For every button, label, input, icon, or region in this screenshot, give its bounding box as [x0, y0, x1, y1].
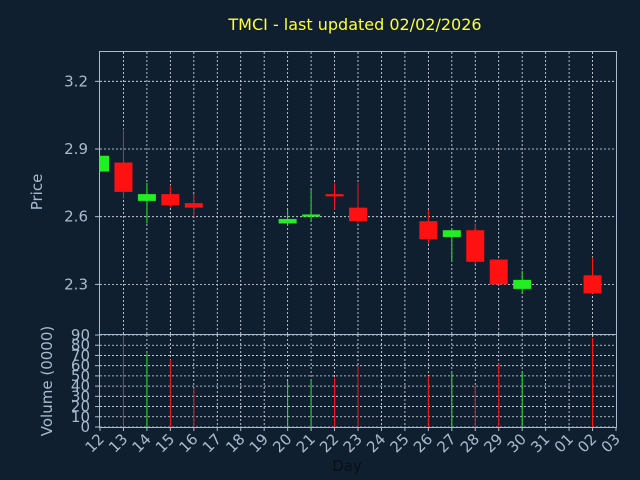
candle-body: [184, 203, 203, 208]
price-tick-label: 3.2: [64, 72, 88, 90]
candle: [99, 155, 109, 172]
volume-tick-label: 0: [80, 418, 90, 436]
candle-body: [466, 230, 485, 262]
candle: [419, 209, 438, 244]
volume-axis-label: Volume (0000): [38, 326, 56, 436]
day-tick-label: 22: [316, 430, 342, 456]
candle: [114, 128, 133, 199]
candle: [184, 194, 203, 217]
day-tick-label: 27: [433, 430, 459, 456]
candle-body: [161, 194, 180, 206]
candle-body: [442, 230, 461, 237]
day-tick-label: 26: [410, 430, 436, 456]
volume-tick-label: 90: [71, 326, 90, 344]
price-tick-label: 2.3: [64, 275, 88, 293]
day-tick-label: 25: [387, 430, 413, 456]
day-tick-label: 19: [246, 430, 272, 456]
candle-body: [349, 207, 367, 222]
volume-bars: [122, 335, 594, 427]
day-tick-label: 13: [105, 430, 131, 456]
candle: [278, 209, 297, 226]
candle: [489, 259, 508, 285]
candle-body: [583, 275, 602, 294]
price-axis-label: Price: [28, 174, 46, 211]
candle-body: [278, 218, 297, 224]
candle: [302, 189, 321, 222]
candle: [349, 182, 367, 224]
volume-tick-label: 50: [71, 367, 90, 385]
day-axis: 1213141516171819202122232425262728293031…: [82, 427, 624, 456]
candle: [513, 270, 532, 294]
candle-body: [114, 162, 133, 192]
day-axis-label: Day: [332, 457, 362, 475]
candle-body: [489, 259, 508, 285]
day-tick-label: 03: [598, 430, 624, 456]
candlesticks: [99, 128, 602, 294]
day-tick-label: 16: [175, 430, 201, 456]
volume-tick-label: 30: [71, 387, 90, 405]
day-tick-label: 01: [551, 430, 577, 456]
volume-tick-label: 40: [71, 377, 90, 395]
candle: [325, 182, 344, 210]
candle-body: [137, 194, 156, 201]
day-tick-label: 30: [504, 430, 530, 456]
candle-body: [325, 194, 344, 197]
candle-body: [513, 279, 532, 289]
candle-body: [419, 221, 438, 240]
price-tick-label: 2.9: [64, 140, 88, 158]
day-tick-label: 02: [574, 430, 600, 456]
candle: [442, 227, 461, 262]
day-tick-label: 15: [152, 430, 178, 456]
volume-tick-label: 10: [71, 408, 90, 426]
candle: [583, 257, 602, 294]
volume-tick-label: 70: [71, 346, 90, 364]
day-tick-label: 17: [199, 430, 225, 456]
candle-body: [100, 155, 109, 172]
price-axis: 2.3 2.6 2.9 3.2: [64, 72, 100, 293]
day-tick-label: 18: [222, 430, 248, 456]
day-tick-label: 28: [457, 430, 483, 456]
day-tick-label: 20: [269, 430, 295, 456]
volume-tick-label: 60: [71, 357, 90, 375]
candle: [137, 182, 156, 224]
day-tick-label: 31: [527, 430, 553, 456]
day-tick-label: 23: [340, 430, 366, 456]
candle-body: [302, 214, 321, 217]
candle: [466, 223, 485, 265]
price-tick-label: 2.6: [64, 208, 88, 226]
day-tick-label: 14: [129, 430, 155, 456]
day-tick-label: 29: [480, 430, 506, 456]
volume-tick-label: 20: [71, 398, 90, 416]
day-tick-label: 24: [363, 430, 389, 456]
day-tick-label: 21: [293, 430, 319, 456]
candle: [161, 185, 180, 208]
chart-title: TMCI - last updated 02/02/2026: [227, 15, 481, 34]
volume-tick-label: 80: [71, 336, 90, 354]
